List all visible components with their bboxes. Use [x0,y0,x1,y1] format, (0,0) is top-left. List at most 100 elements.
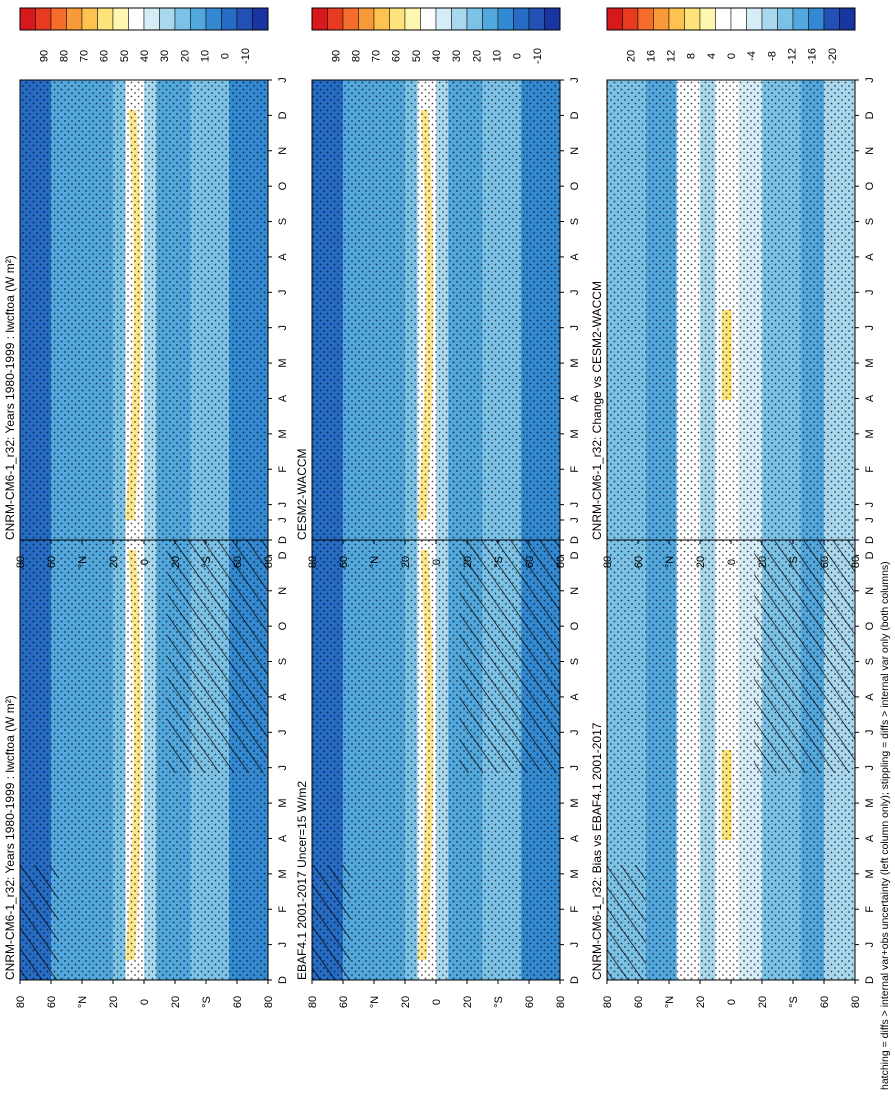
month-tick-label: J [277,942,289,948]
lat-tick-label: 80 [555,556,567,568]
month-tick-label: D [864,551,876,559]
colorbar-tick-label: 20 [471,50,483,62]
lat-tick-label: 20 [400,556,412,568]
month-tick-label: A [864,693,876,701]
lat-tick-label: 0 [726,559,738,565]
panel-title: CNRM-CM6-1_r32: Years 1980-1999 : lwcfto… [3,695,17,980]
colorbar-segment [808,7,825,31]
month-tick-label: A [277,253,289,261]
month-tick-label: F [277,466,289,473]
colorbar-segment [35,7,52,31]
lat-tick-label: °S [201,996,213,1008]
month-tick-label: F [864,466,876,473]
colorbar-tick-label: 10 [199,50,211,62]
month-tick-label: A [569,253,581,261]
month-tick-label: J [569,730,581,736]
colorbar-tick-label: 40 [431,50,443,62]
lat-tick-label: 0 [431,559,443,565]
stippling [20,80,268,540]
lat-tick-label: 20 [462,556,474,568]
lat-tick-label: 80 [850,996,862,1008]
month-tick-label: J [277,77,289,83]
colorbar-segment [730,7,747,31]
colorbar-segment [668,7,685,31]
month-tick-label: J [277,325,289,331]
lat-tick-label: 60 [46,556,58,568]
hatching [167,520,268,773]
lat-tick-label: 80 [850,556,862,568]
colorbar-segment [792,7,809,31]
lat-tick-label: 20 [108,996,120,1008]
lat-tick-label: 20 [170,996,182,1008]
lat-tick-label: 60 [819,556,831,568]
month-tick-label: J [277,517,289,523]
colorbar-segment [358,7,375,31]
month-tick-label: M [277,798,289,807]
colorbar-tick-label: 60 [391,50,403,62]
month-tick-label: S [864,218,876,225]
month-tick-label: D [277,536,289,544]
month-tick-label: D [569,111,581,119]
colorbar-tick-label: 50 [119,50,131,62]
month-tick-label: J [864,517,876,523]
lat-tick-label: 60 [633,556,645,568]
lat-tick-label: °N [369,556,381,568]
colorbar-tick-label: 20 [625,50,637,62]
month-tick-label: N [864,147,876,155]
colorbar-segment [420,7,437,31]
colorbar-segment [404,7,421,31]
month-tick-label: S [864,658,876,665]
month-tick-label: O [277,181,289,190]
month-tick-label: A [569,834,581,842]
panel-p5: D J F M A M J J A S O N D J 80 60 °N 20 0 20 °S 60 80 CNRM-CM6-… [590,447,876,1008]
month-tick-label: J [569,942,581,948]
lat-tick-label: 60 [524,996,536,1008]
month-tick-label: M [864,869,876,878]
hatching [607,865,646,980]
lat-tick-label: 60 [819,996,831,1008]
month-tick-label: J [277,765,289,771]
colorbar-segment [466,7,483,31]
month-tick-label: N [277,587,289,595]
lat-tick-label: 0 [139,999,151,1005]
colorbar-tick-label: 90 [330,50,342,62]
colorbar-tick-label: -4 [746,51,758,61]
lat-tick-label: 0 [431,999,443,1005]
colorbar-tick-label: 4 [706,53,718,59]
colorbar-tick-label: 70 [79,50,91,62]
month-tick-label: N [569,587,581,595]
month-tick-label: M [277,429,289,438]
month-tick-label: J [569,765,581,771]
colorbar-segment [66,7,83,31]
colorbar-segment [777,7,794,31]
month-tick-label: J [277,730,289,736]
colorbar-segment [221,7,238,31]
lat-tick-label: °S [788,996,800,1008]
colorbar-segment [174,7,191,31]
month-tick-label: J [864,730,876,736]
month-tick-label: J [864,77,876,83]
month-tick-label: M [864,358,876,367]
month-tick-label: A [569,693,581,701]
lat-tick-label: 20 [400,996,412,1008]
lat-tick-label: °N [77,996,89,1008]
colorbar-tick-label: 60 [99,50,111,62]
colorbar-tick-label: 80 [58,50,70,62]
colorbar-segment [513,7,530,31]
colorbar-frame [19,7,269,31]
month-tick-label: F [569,466,581,473]
colorbar-segment [205,7,222,31]
lat-tick-label: 80 [555,996,567,1008]
colorbar-segment [684,7,701,31]
month-tick-label: A [277,693,289,701]
month-tick-label: N [277,147,289,155]
month-tick-label: M [277,358,289,367]
colorbar-segment [81,7,98,31]
month-tick-label: M [569,429,581,438]
lat-tick-label: °N [369,996,381,1008]
month-tick-label: M [569,798,581,807]
month-tick-label: A [569,394,581,402]
panel-p2: D J F M A M J J A S O N D J 80 60 °N 20 0 20 °S 60 80 CNRM-CM6-… [3,7,289,568]
